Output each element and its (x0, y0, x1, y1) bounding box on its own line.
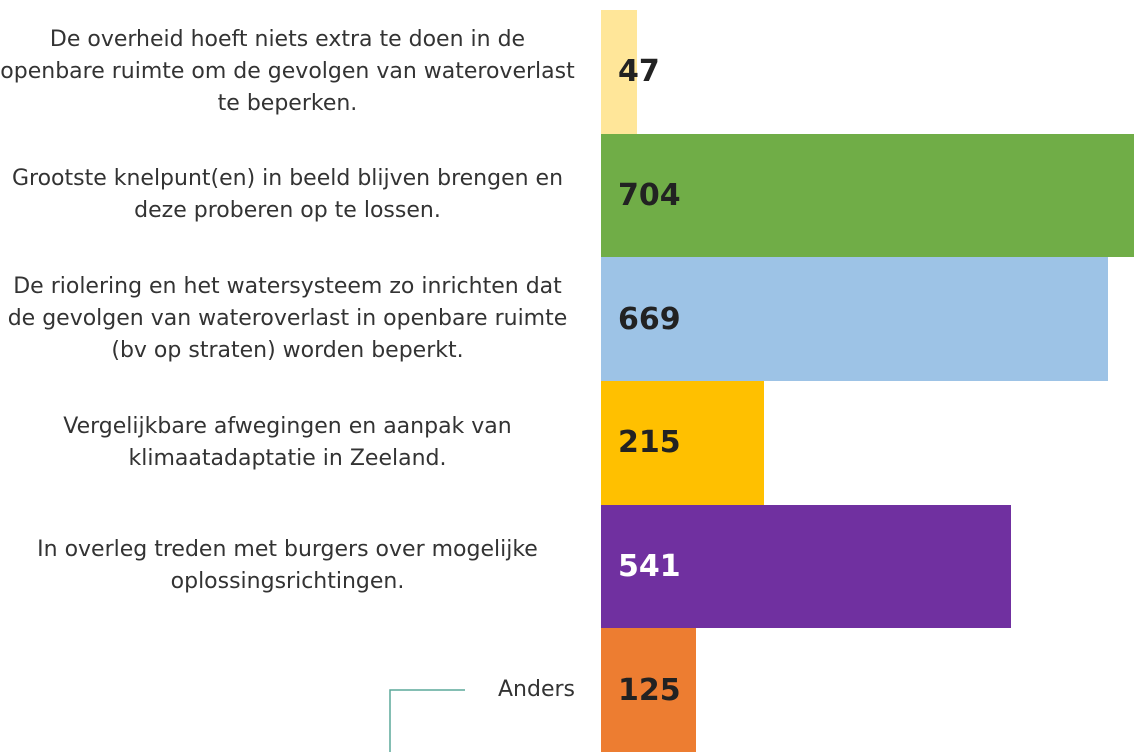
category-label: De overheid hoeft niets extra te doen in… (0, 10, 575, 134)
value-label: 125 (618, 672, 681, 708)
category-label: Vergelijkbare afwegingen en aanpak van k… (0, 381, 575, 505)
bar (601, 381, 764, 505)
value-label: 541 (618, 548, 681, 584)
category-text: In overleg treden met burgers over mogel… (37, 537, 538, 595)
category-text: De riolering en het watersysteem zo inri… (7, 274, 568, 364)
category-text: Grootste knelpunt(en) in beeld blijven b… (11, 166, 564, 224)
category-label: Grootste knelpunt(en) in beeld blijven b… (0, 134, 575, 258)
category-text: Anders (498, 677, 575, 703)
bar (601, 257, 1108, 381)
value-label: 215 (618, 425, 681, 461)
value-label: 47 (618, 54, 660, 90)
category-text: Vergelijkbare afwegingen en aanpak van k… (63, 413, 512, 471)
value-label: 669 (618, 301, 681, 337)
category-label: Anders (0, 628, 575, 752)
bar (601, 628, 696, 752)
category-text: De overheid hoeft niets extra te doen in… (0, 26, 575, 116)
bar (601, 10, 637, 134)
bar (601, 504, 1011, 629)
connector-line (389, 689, 465, 752)
category-label: In overleg treden met burgers over mogel… (0, 505, 575, 629)
bar (601, 133, 1134, 258)
value-label: 704 (618, 177, 681, 213)
category-label: De riolering en het watersysteem zo inri… (0, 257, 575, 381)
